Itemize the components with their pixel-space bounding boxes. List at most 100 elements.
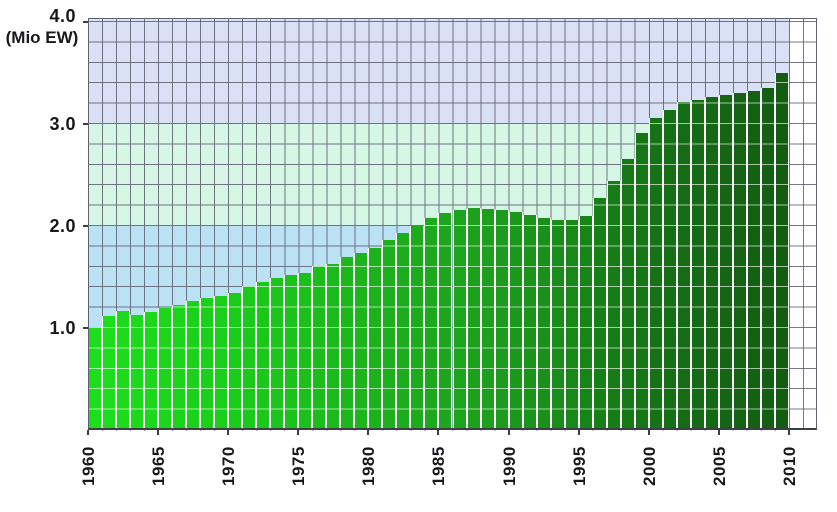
bar-1995 [579, 215, 592, 430]
bar-1991 [523, 214, 536, 430]
bar-cell-1993 [550, 219, 565, 430]
bar-2002 [677, 101, 690, 430]
y-axis-tick-label-1.0: 1.0 [49, 318, 76, 338]
x-tick-2005 [717, 430, 720, 435]
x-tick-1960 [87, 430, 89, 435]
bar-cell-1997 [606, 181, 621, 430]
bar-cell-2009 [774, 73, 789, 430]
bar-cell-1991 [522, 214, 537, 430]
bar-1974 [285, 274, 298, 430]
bar-cell-1976 [312, 265, 327, 430]
bar-cell-1999 [634, 133, 649, 430]
bar-cell-2005 [718, 95, 733, 430]
y-axis-tick-label-2.0: 2.0 [49, 216, 76, 236]
bar-2003 [691, 99, 704, 430]
bar-cell-1998 [620, 158, 635, 430]
x-tick-1970 [227, 430, 230, 435]
x-tick-1990 [507, 430, 510, 435]
bar-cell-2008 [760, 88, 775, 430]
bar-1994 [565, 219, 578, 430]
bar-cell-2000 [648, 117, 663, 430]
bar-1998 [621, 158, 634, 430]
x-tick-2010 [787, 430, 790, 435]
bar-cell-1965 [158, 307, 173, 430]
bar-2000 [649, 117, 662, 430]
bar-cell-1996 [592, 198, 607, 430]
bar-1985 [439, 212, 452, 430]
x-axis-tick-label-1980: 1980 [359, 446, 379, 486]
y-tick-4 [83, 21, 88, 23]
bar-1963 [131, 314, 144, 430]
bar-1982 [397, 233, 410, 430]
x-tick-1975 [297, 430, 300, 435]
x-axis-tick-label-1995: 1995 [569, 446, 589, 486]
bar-1980 [369, 248, 382, 430]
bar-cell-1975 [298, 272, 313, 430]
bar-cell-1962 [116, 310, 131, 430]
bar-1978 [341, 256, 354, 430]
bar-1992 [537, 217, 550, 430]
bar-cell-1968 [200, 298, 215, 430]
bar-1976 [313, 265, 326, 430]
bar-cell-1979 [354, 252, 369, 430]
bar-cell-1994 [564, 219, 579, 430]
bar-cell-1981 [382, 240, 397, 430]
bar-cell-1988 [480, 208, 495, 430]
bar-1969 [215, 296, 228, 430]
y-tick-2 [83, 225, 88, 227]
bar-cell-1984 [424, 217, 439, 430]
bar-1989 [495, 209, 508, 430]
bar-1990 [509, 211, 522, 430]
bar-2005 [719, 95, 732, 430]
bar-1979 [355, 252, 368, 430]
x-axis-tick-label-1960: 1960 [79, 446, 98, 486]
x-axis-tick-label-1990: 1990 [499, 446, 519, 486]
bar-1993 [551, 219, 564, 430]
y-tick-1 [83, 327, 88, 329]
bar-cell-1964 [144, 311, 159, 430]
bar-cell-1978 [340, 256, 355, 430]
bar-cell-2002 [676, 101, 691, 430]
bar-1996 [593, 198, 606, 430]
x-tick-1985 [437, 430, 440, 435]
bar-cell-1974 [284, 274, 299, 430]
bar-cell-1966 [172, 304, 187, 430]
bar-cell-1995 [578, 215, 593, 430]
x-tick-1980 [367, 430, 370, 435]
bar-1970 [229, 293, 242, 430]
bar-1965 [159, 307, 172, 430]
bar-cell-1960 [88, 326, 103, 430]
bar-1964 [145, 311, 158, 430]
y-axis-tick-label-3.0: 3.0 [49, 114, 76, 134]
bar-cell-1971 [242, 286, 257, 430]
x-tick-1995 [577, 430, 580, 435]
bar-1967 [187, 301, 200, 430]
bar-2001 [663, 109, 676, 430]
bar-cell-1980 [368, 248, 383, 430]
bar-1997 [607, 181, 620, 430]
x-tick-1965 [157, 430, 160, 435]
bar-cell-1992 [536, 217, 551, 430]
bar-cell-1989 [494, 209, 509, 430]
bar-1962 [117, 310, 130, 430]
bars-layer [88, 18, 817, 430]
bar-cell-1961 [102, 315, 117, 430]
bar-cell-2001 [662, 109, 677, 430]
bar-1961 [103, 315, 116, 430]
bar-cell-1977 [326, 263, 341, 430]
bar-cell-1973 [270, 278, 285, 430]
bar-cell-1963 [130, 314, 145, 430]
x-axis-tick-label-1985: 1985 [429, 446, 449, 486]
bar-1983 [411, 226, 424, 430]
bar-2009 [775, 73, 788, 430]
bar-cell-1987 [466, 207, 481, 430]
plot-area [88, 18, 817, 431]
bar-1975 [299, 272, 312, 430]
bar-cell-1990 [508, 211, 523, 430]
y-axis-tick-label-4.0: 4.0 [49, 6, 76, 26]
bar-1988 [481, 208, 494, 430]
x-tick-2000 [647, 430, 650, 435]
bar-cell-2004 [704, 97, 719, 430]
bar-1966 [173, 304, 186, 430]
bar-cell-2006 [732, 93, 747, 430]
